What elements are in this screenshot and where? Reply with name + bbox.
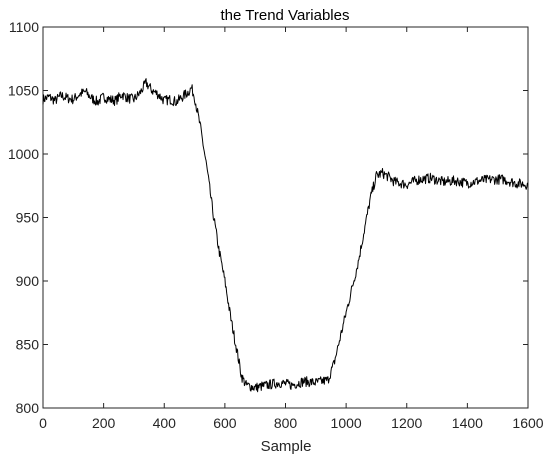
y-tick-label: 950 bbox=[16, 210, 40, 226]
x-tick-label: 400 bbox=[153, 415, 177, 431]
series-layer bbox=[42, 78, 529, 393]
chart-title: the Trend Variables bbox=[221, 7, 350, 24]
plot-frame bbox=[42, 26, 529, 409]
x-tick-label: 1400 bbox=[452, 415, 483, 431]
y-tick-label: 850 bbox=[16, 337, 40, 353]
x-axis-ticks: 0 200 400 600 800 1000 1200 1400 1600 bbox=[39, 27, 544, 431]
x-tick-label: 600 bbox=[213, 415, 237, 431]
y-tick-label: 800 bbox=[16, 400, 40, 416]
y-tick-label: 1100 bbox=[9, 19, 39, 35]
x-tick-label: 1600 bbox=[512, 415, 543, 431]
y-tick-label: 900 bbox=[16, 273, 40, 289]
x-tick-label: 800 bbox=[274, 415, 298, 431]
y-tick-label: 1050 bbox=[8, 83, 39, 99]
x-tick-label: 1000 bbox=[331, 415, 362, 431]
y-tick-label: 1000 bbox=[8, 146, 39, 162]
x-tick-label: 1200 bbox=[391, 415, 422, 431]
x-tick-label: 200 bbox=[92, 415, 116, 431]
x-tick-label: 0 bbox=[39, 415, 47, 431]
y-axis-ticks: 800 850 900 950 1000 1050 1100 bbox=[8, 19, 528, 416]
x-axis-label: Sample bbox=[261, 438, 312, 455]
series-line bbox=[42, 78, 529, 393]
